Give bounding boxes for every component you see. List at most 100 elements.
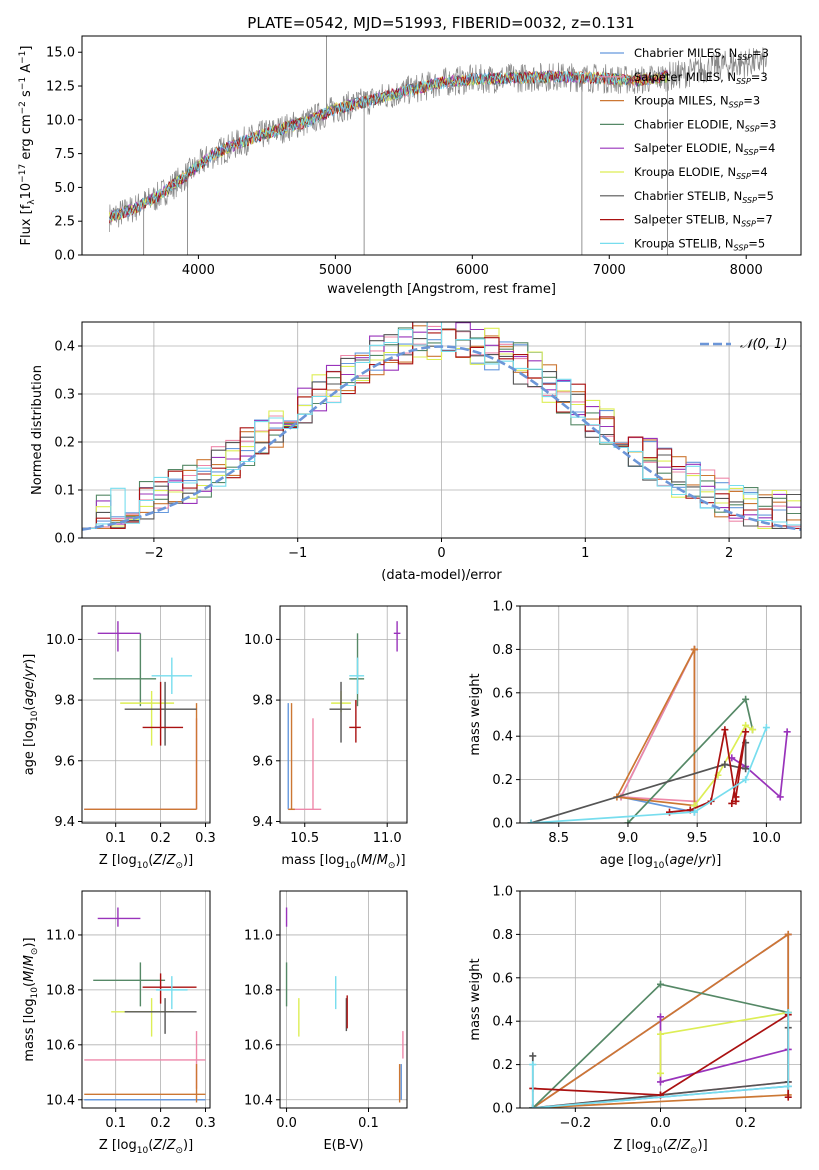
legend-entry: Kroupa MILES, NSSP=3 [634, 94, 760, 110]
mass_vs_ebv-ytick-label: 10.8 [244, 983, 273, 998]
spectrum-ytick-label: 0.0 [54, 249, 75, 264]
age_vs_Z-frame [81, 605, 211, 824]
weight-marker [657, 1030, 664, 1038]
spectrum-plot-area [109, 36, 768, 255]
spectrum-frame [81, 35, 802, 256]
mass_vs_ebv-xlabel: E(B-V) [323, 1138, 363, 1153]
mass_vs_Z-ytick-label: 10.4 [46, 1093, 75, 1108]
weight_vs_age-ylabel: mass weight [468, 673, 483, 755]
spectrum-model-line [109, 70, 669, 222]
weight-line [615, 649, 696, 807]
mass_vs_ebv-axes: 0.0 0.1 10.4 10.6 10.8 11.0 E(B-V) [244, 890, 408, 1153]
gaussian-reference-line [82, 345, 801, 531]
residuals-xtick-label: 2 [725, 546, 733, 561]
weight-marker [742, 695, 750, 703]
weight-marker [529, 1061, 537, 1069]
weight-line [669, 729, 747, 813]
age_vs_mass-ytick-label: 9.8 [252, 694, 273, 709]
mass_vs_ebv-xtick-label: 0.0 [276, 1116, 297, 1131]
age_vs_Z-ytick-label: 9.8 [54, 694, 75, 709]
spectrum-ylabel: Flux [fλ10−17 erg cm−2 s−1 A−1] [18, 46, 37, 246]
age_vs_Z-ytick-label: 10.0 [46, 633, 75, 648]
weight-marker [690, 808, 698, 816]
legend-entry: Chabrier MILES, NSSP=3 [634, 46, 769, 62]
residuals-ytick-label: 0.1 [54, 484, 75, 499]
mass_vs_Z-axes: 0.1 0.2 0.3 10.4 10.6 10.8 11.0 Z [log10(Z/Z⊙)]… [22, 890, 216, 1156]
weight-marker [784, 1093, 792, 1101]
spectrum-xtick-label: 8000 [730, 263, 763, 278]
weight-marker [783, 728, 791, 736]
weight_vs_age-frame [519, 605, 802, 824]
spectrum-legend: Chabrier MILES, NSSP=3 Salpeter MILES, NS… [600, 46, 776, 252]
weight_vs_age-axes: 8.5 9.0 9.5 10.0 0.0 0.2 0.4 0.6 0.8 1.0 age [log1… [468, 600, 802, 871]
weight-marker [657, 1078, 664, 1086]
weight_vs_age-ytick-label: 0.6 [492, 686, 513, 701]
mass_vs_Z-xtick-label: 0.1 [105, 1116, 126, 1131]
weight_vs_age-ytick-label: 1.0 [492, 600, 513, 615]
age_vs_mass-xlabel: mass [log10(M/M⊙)] [281, 853, 405, 871]
weight-marker [624, 819, 632, 823]
weight-line [530, 742, 747, 823]
weight_vs_age-ytick-label: 0.4 [492, 730, 513, 745]
spectrum-axes: 4000 5000 6000 7000 8000 0.0 2.5 5.0 7.5 10.0 12.5… [18, 35, 802, 297]
weight_vs_age-xtick-label: 8.5 [548, 831, 569, 846]
weight-marker [721, 760, 729, 768]
weight-marker [776, 793, 784, 801]
spectrum-xtick-label: 4000 [182, 263, 215, 278]
weight-line [531, 727, 768, 823]
mass_vs_Z-ylabel: mass [log10(M/M⊙)] [22, 937, 40, 1061]
residuals-axes: −2 −1 0 1 2 0.0 0.1 0.2 0.3 0.4 (data-model)/error… [30, 321, 802, 583]
residuals-xtick-label: −1 [288, 546, 307, 561]
age_vs_mass-xtick-label: 11.0 [373, 831, 402, 846]
weight-line [731, 731, 789, 799]
residuals-xtick-label: 0 [437, 546, 445, 561]
weight-marker [784, 930, 792, 938]
weight-marker [742, 765, 750, 773]
age_vs_mass-plot-area [287, 621, 401, 811]
mass_vs_Z-ytick-label: 11.0 [46, 928, 75, 943]
weight-marker [690, 645, 698, 653]
weight_vs_age-plot-area [527, 645, 791, 823]
spectrum-xtick-label: 7000 [593, 263, 626, 278]
spectrum-ytick-label: 12.5 [46, 80, 75, 95]
weight_vs_Z-ytick-label: 1.0 [492, 885, 513, 900]
residuals-ytick-label: 0.3 [54, 388, 75, 403]
spectrum-xlabel: wavelength [Angstrom, rest frame] [327, 282, 556, 297]
spectrum-ytick-label: 7.5 [54, 147, 75, 162]
mass_vs_Z-xtick-label: 0.2 [150, 1116, 171, 1131]
weight-line [531, 1012, 790, 1108]
mass_vs_Z-ytick-label: 10.8 [46, 983, 75, 998]
weight-marker [529, 1052, 537, 1060]
weight_vs_Z-xlabel: Z [log10(Z/Z⊙)] [613, 1138, 707, 1156]
mass_vs_ebv-plot-area [285, 907, 404, 1103]
weight-marker [762, 724, 770, 732]
residuals-ylabel: Normed distribution [30, 365, 45, 495]
residuals-plot-area [82, 322, 801, 531]
mass_vs_ebv-xtick-label: 0.1 [358, 1116, 379, 1131]
weight_vs_age-xtick-label: 10.0 [752, 831, 781, 846]
residuals-ytick-label: 0.2 [54, 436, 75, 451]
legend-entry: Kroupa ELODIE, NSSP=4 [634, 165, 768, 181]
weight-marker [742, 728, 750, 736]
legend-entry: Chabrier STELIB, NSSP=5 [634, 189, 774, 205]
residuals-ytick-label: 0.4 [54, 340, 75, 355]
weight-marker [742, 776, 750, 784]
weight_vs_Z-xtick-label: −0.2 [560, 1116, 592, 1131]
weight_vs_Z-ytick-label: 0.4 [492, 1015, 513, 1030]
legend-entry: Salpeter MILES, NSSP=3 [634, 70, 768, 86]
figure-title: PLATE=0542, MJD=51993, FIBERID=0032, z=0… [247, 14, 634, 32]
spectrum-xtick-label: 6000 [456, 263, 489, 278]
weight-marker [657, 1069, 664, 1077]
weight-marker [742, 721, 750, 729]
age_vs_Z-ylabel: age [log10(age/yr)] [22, 654, 40, 776]
spectrum-ytick-label: 10.0 [46, 113, 75, 128]
residual-histogram [82, 322, 801, 529]
weight_vs_Z-ytick-label: 0.2 [492, 1058, 513, 1073]
gaussian-legend-label: 𝒩(0, 1) [740, 337, 787, 352]
weight-marker [721, 726, 729, 734]
residuals-xlabel: (data-model)/error [381, 568, 502, 583]
age_vs_Z-plot-area [84, 621, 198, 811]
weight-marker [527, 819, 535, 823]
residuals-xtick-label: 1 [581, 546, 589, 561]
